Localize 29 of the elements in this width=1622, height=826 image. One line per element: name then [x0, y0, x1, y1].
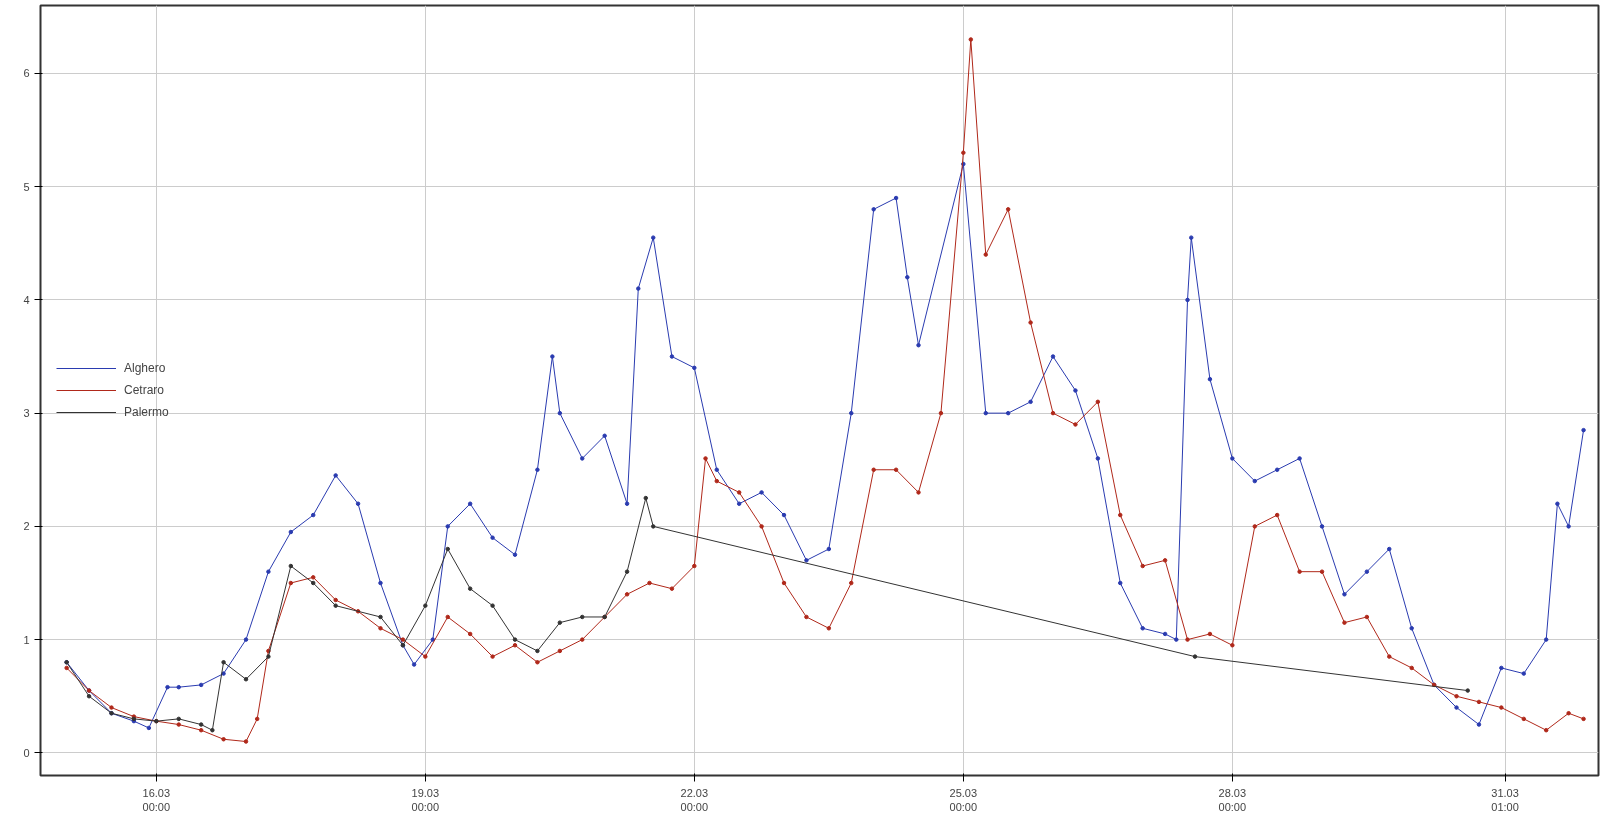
x-tick-label: 16.03 00:00	[142, 786, 171, 813]
point	[445, 546, 450, 552]
point	[86, 693, 92, 699]
legend-label: Cetraro	[124, 383, 165, 397]
point	[467, 586, 473, 591]
y-tick-label: 0	[23, 746, 30, 759]
legend-label: Palermo	[124, 405, 169, 419]
y-tick-label: 4	[23, 293, 30, 306]
point	[490, 603, 495, 608]
y-tick-label: 6	[23, 67, 30, 80]
point	[378, 614, 383, 620]
point	[557, 620, 563, 625]
point	[624, 569, 630, 574]
point	[198, 722, 204, 727]
x-tick-label: 19.03 00:00	[411, 786, 440, 813]
point	[580, 614, 585, 620]
y-tick-label: 2	[23, 520, 30, 533]
point	[423, 603, 428, 608]
x-tick-label: 25.03 00:00	[949, 786, 978, 813]
x-tick-label: 22.03 00:00	[680, 786, 709, 813]
y-tick-label: 1	[23, 633, 30, 646]
point	[176, 716, 181, 722]
y-tick-label: 3	[23, 407, 30, 420]
point	[535, 648, 540, 654]
x-tick-label: 31.03 01:00	[1491, 786, 1519, 813]
y-tick-label: 5	[23, 180, 30, 193]
x-tick-label: 28.03 00:00	[1218, 786, 1247, 813]
legend-label: Alghero	[124, 361, 166, 375]
point	[512, 637, 518, 642]
